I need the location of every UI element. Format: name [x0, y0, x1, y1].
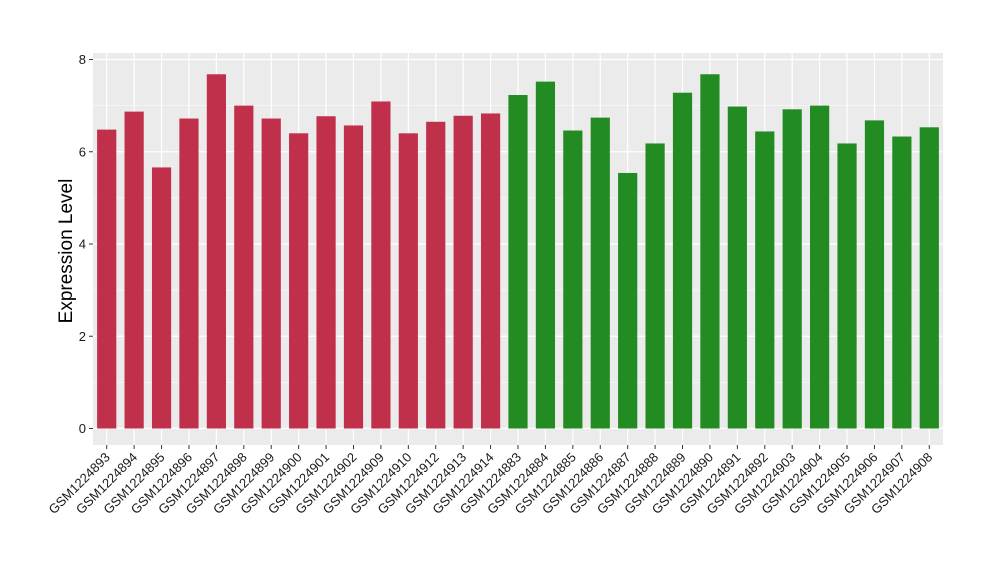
bar-GSM1224895: [151, 167, 172, 429]
bar-GSM1224891: [727, 106, 747, 429]
bar-GSM1224909: [371, 101, 391, 429]
bar-GSM1224906: [864, 120, 885, 429]
bar-GSM1224910: [398, 133, 418, 429]
bar-GSM1224913: [453, 115, 473, 429]
x-axis: GSM1224893GSM1224894GSM1224895GSM1224896…: [45, 445, 935, 517]
bar-GSM1224907: [892, 136, 912, 429]
bar-GSM1224884: [535, 81, 556, 429]
bar-GSM1224903: [782, 109, 802, 429]
bar-GSM1224900: [289, 133, 309, 429]
bar-GSM1224904: [810, 105, 830, 429]
y-tick-label: 4: [79, 237, 86, 252]
bar-GSM1224902: [343, 125, 364, 429]
bar-GSM1224899: [261, 118, 281, 429]
bar-GSM1224888: [645, 143, 665, 429]
y-axis: 0 2 4 6 8: [79, 52, 93, 436]
bar-GSM1224908: [919, 127, 939, 429]
y-tick-label: 2: [79, 329, 86, 344]
bar-GSM1224912: [426, 121, 446, 429]
bar-GSM1224886: [590, 117, 610, 429]
bar-GSM1224897: [206, 74, 226, 429]
bar-GSM1224896: [179, 118, 199, 429]
bars: [97, 74, 939, 429]
bar-GSM1224889: [672, 92, 693, 429]
y-axis-label: Expression Level: [56, 179, 77, 324]
bar-GSM1224890: [700, 74, 720, 429]
bar-GSM1224898: [234, 105, 254, 429]
bar-GSM1224914: [480, 113, 501, 429]
bar-GSM1224887: [618, 172, 638, 429]
bar-GSM1224893: [97, 129, 117, 429]
bar-GSM1224885: [563, 130, 583, 429]
bar-GSM1224901: [316, 116, 336, 429]
y-tick-label: 6: [79, 144, 86, 159]
y-tick-label: 0: [79, 421, 86, 436]
bar-GSM1224894: [124, 111, 144, 429]
bar-GSM1224905: [837, 143, 857, 429]
bar-GSM1224892: [755, 131, 775, 429]
bar-GSM1224883: [508, 95, 528, 429]
y-tick-label: 8: [79, 52, 86, 67]
